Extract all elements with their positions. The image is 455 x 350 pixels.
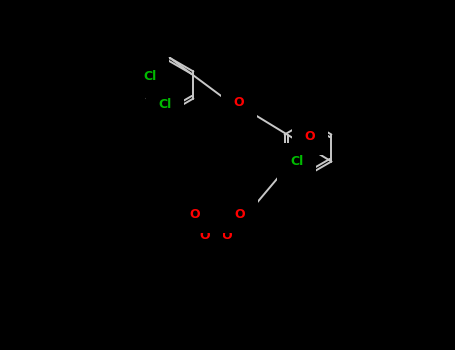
Text: O: O [222,229,233,242]
Text: O: O [234,96,244,108]
Text: Cl: Cl [143,70,156,83]
Text: O: O [200,229,210,242]
Text: N: N [194,233,204,246]
Text: N: N [210,243,220,256]
Text: O: O [190,208,200,221]
Text: Cl: Cl [158,98,172,112]
Text: O: O [305,130,315,142]
Text: Cl: Cl [290,155,303,168]
Text: O: O [235,208,245,221]
Text: N: N [226,233,236,246]
